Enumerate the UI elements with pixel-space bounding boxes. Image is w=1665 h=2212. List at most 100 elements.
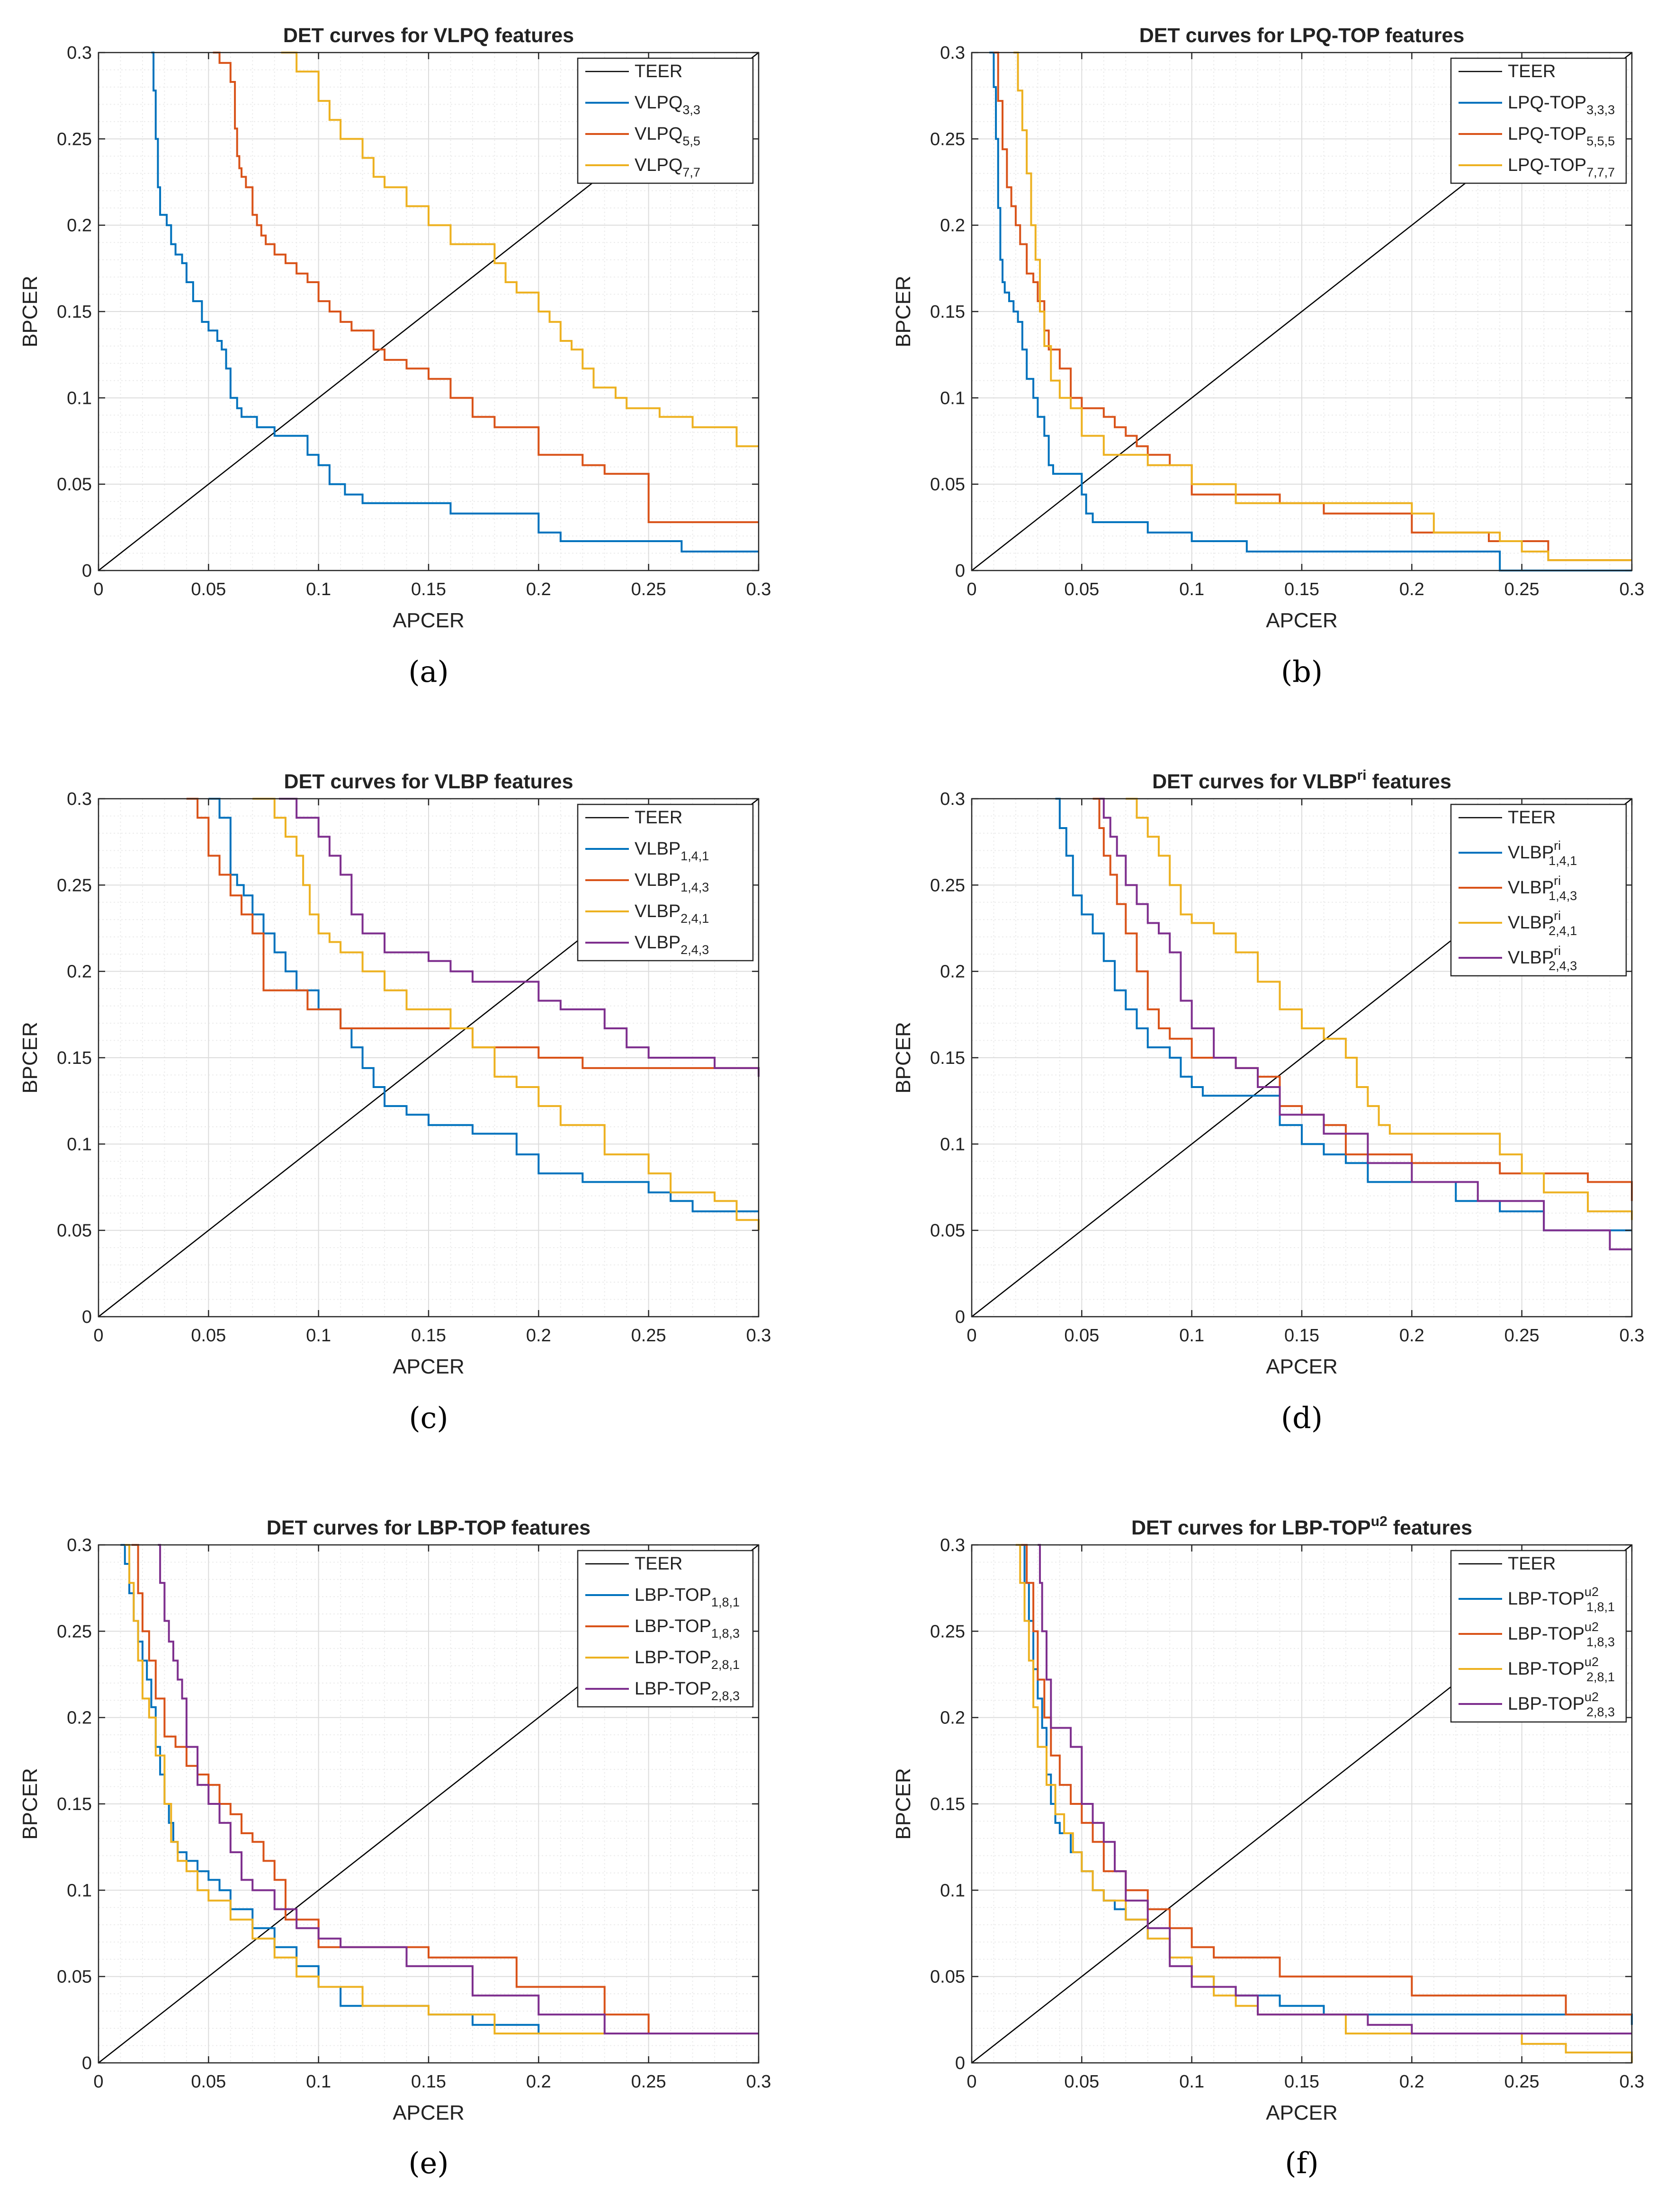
panel-caption: (a) <box>408 654 448 689</box>
x-tick-label: 0.15 <box>411 2072 446 2092</box>
y-tick-label: 0.05 <box>57 1967 92 1987</box>
panel-caption: (c) <box>409 1400 448 1435</box>
y-tick-label: 0.3 <box>940 1535 965 1555</box>
chart-title-sup: ri <box>1357 767 1367 783</box>
x-tick-label: 0.05 <box>191 580 226 599</box>
legend-name: LBP-TOP <box>635 1585 711 1605</box>
x-tick-label: 0.15 <box>411 580 446 599</box>
y-tick-label: 0 <box>82 1307 92 1327</box>
y-tick-label: 0.25 <box>930 1622 965 1641</box>
legend-name: VLBP <box>1508 948 1554 968</box>
y-tick-label: 0.15 <box>57 302 92 322</box>
x-tick-label: 0.2 <box>526 1326 551 1346</box>
x-axis-label: APCER <box>1266 1355 1338 1378</box>
legend-label-3: VLBP2,4,1 <box>635 901 709 926</box>
x-tick-label: 0 <box>93 580 103 599</box>
legend-label-2: LBP-TOP1,8,3 <box>635 1616 740 1641</box>
legend-box <box>1450 803 1627 977</box>
series-line-4 <box>1099 798 1632 1250</box>
legend-name: VLBP <box>1508 843 1554 863</box>
legend-name: LBP-TOP <box>1508 1659 1584 1679</box>
legend-sub: 2,4,1 <box>680 911 709 926</box>
legend-name: LBP-TOP <box>1508 1589 1584 1609</box>
legend-label-3: VLPQ7,7 <box>635 155 700 179</box>
x-axis-label: APCER <box>393 2101 465 2124</box>
y-tick-label: 0.05 <box>930 1221 965 1241</box>
legend-sub: 7,7,7 <box>1586 165 1615 179</box>
legend-label-3: VLBPri 2,4,1 <box>1508 909 1577 938</box>
series-line-4 <box>158 1544 759 2035</box>
legend-name: LBP-TOP <box>635 1616 711 1636</box>
y-tick-label: 0.05 <box>57 1221 92 1241</box>
x-tick-label: 0.1 <box>306 2072 331 2092</box>
y-tick-label: 0 <box>955 1307 965 1327</box>
legend-box <box>1450 1550 1627 1723</box>
legend-label-4: LBP-TOPu2 2,8,3 <box>1508 1690 1615 1719</box>
y-axis-label: BPCER <box>892 1022 915 1094</box>
legend-name: VLPQ <box>635 93 682 113</box>
y-tick-label: 0.3 <box>67 1535 92 1555</box>
series-line-3 <box>281 52 759 447</box>
legend-sup: u2 <box>1584 1655 1599 1669</box>
legend-label-3: LBP-TOPu2 2,8,1 <box>1508 1655 1615 1684</box>
x-tick-label: 0.2 <box>1399 1326 1424 1346</box>
legend: TEERLBP-TOP1,8,1LBP-TOP1,8,3LBP-TOP2,8,1… <box>577 1550 754 1708</box>
x-axis-label: APCER <box>393 609 465 632</box>
chart-panel-2: 0 0.05 0.1 0.15 0.2 0.25 0.3 0 0.05 0.1 0.15 0.2 0.2… <box>892 24 1644 632</box>
legend-name: VLPQ <box>635 124 682 144</box>
y-tick-label: 0.3 <box>67 43 92 63</box>
y-tick-label: 0.05 <box>930 475 965 495</box>
legend-label-teer: TEER <box>635 808 682 828</box>
series-line-1 <box>1055 798 1632 1231</box>
y-tick-label: 0.2 <box>940 1708 965 1728</box>
legend-label-2: VLPQ5,5 <box>635 124 700 148</box>
x-tick-label: 0.15 <box>1284 580 1319 599</box>
legend-name: VLBP <box>635 901 680 921</box>
y-tick-label: 0 <box>82 2053 92 2073</box>
legend-label-teer: TEER <box>635 1554 682 1574</box>
legend-name: VLBP <box>635 839 680 859</box>
series-line-4 <box>279 798 760 1077</box>
chart-title: DET curves for LBP-TOPu2 features <box>1131 1514 1472 1539</box>
legend-name: VLBP <box>1508 913 1554 933</box>
legend-sub: 1,8,1 <box>711 1595 740 1609</box>
legend-label-teer: TEER <box>1508 62 1556 81</box>
legend-sub: 3,3,3 <box>1586 103 1615 117</box>
series-line-2 <box>1020 1544 1632 2016</box>
x-tick-label: 0.3 <box>746 2072 771 2092</box>
x-axis-label: APCER <box>393 1355 465 1378</box>
legend-box <box>577 57 754 184</box>
chart-title-sup: u2 <box>1371 1514 1388 1529</box>
legend-sub: 1,8,3 <box>711 1626 740 1641</box>
legend-sup: u2 <box>1584 1620 1599 1634</box>
chart-panel-1: 0 0.05 0.1 0.15 0.2 0.25 0.3 0 0.05 0.1 0.15 0.2 0.2… <box>18 24 771 632</box>
x-tick-label: 0.3 <box>746 1326 771 1346</box>
y-tick-label: 0.25 <box>57 875 92 895</box>
series-line-1 <box>208 798 759 1213</box>
chart-title-text: DET curves for VLBP <box>1152 770 1357 793</box>
panel-caption: (b) <box>1281 654 1323 689</box>
legend-sub: 5,5 <box>682 134 700 148</box>
y-tick-label: 0.2 <box>67 216 92 236</box>
x-tick-label: 0.15 <box>1284 1326 1319 1346</box>
y-axis-label: BPCER <box>892 276 915 348</box>
x-tick-label: 0.2 <box>1399 2072 1424 2092</box>
legend-sub: 7,7 <box>682 165 700 179</box>
x-tick-label: 0 <box>93 2072 103 2092</box>
chart-panel-3: 0 0.05 0.1 0.15 0.2 0.25 0.3 0 0.05 0.1 0.15 0.2 0.2… <box>18 770 771 1378</box>
x-tick-label: 0.3 <box>1620 2072 1645 2092</box>
legend-sub: 2,8,1 <box>1586 1670 1615 1684</box>
legend-label-2: LPQ-TOP5,5,5 <box>1508 124 1615 148</box>
x-tick-label: 0.1 <box>1179 580 1204 599</box>
legend-label-1: LPQ-TOP3,3,3 <box>1508 93 1615 117</box>
chart-title: DET curves for LBP-TOP features <box>267 1516 591 1539</box>
series-line-1 <box>151 52 759 553</box>
x-tick-label: 0.2 <box>1399 580 1424 599</box>
legend-label-1: VLBP1,4,1 <box>635 839 709 863</box>
x-tick-label: 0.1 <box>306 1326 331 1346</box>
y-tick-label: 0.25 <box>57 129 92 149</box>
